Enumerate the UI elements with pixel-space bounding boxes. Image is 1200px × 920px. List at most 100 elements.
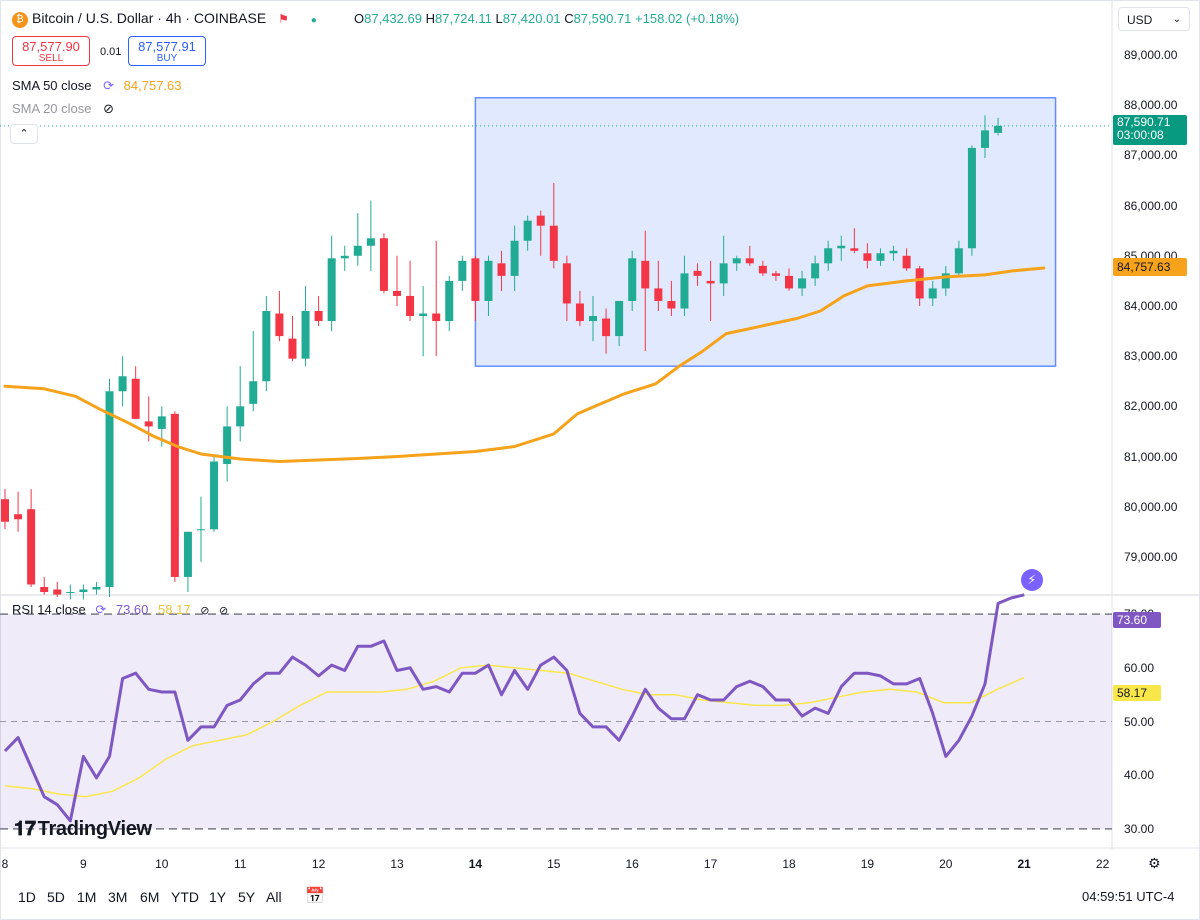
sell-price: 87,577.90	[22, 39, 80, 54]
candle-body	[170, 413, 179, 577]
candle-body	[954, 248, 963, 274]
price-axis-label: 84,000.00	[1124, 298, 1178, 313]
price-axis-label: 79,000.00	[1124, 549, 1178, 564]
candle-body	[183, 531, 192, 577]
currency-select[interactable]: USD ⌄	[1118, 7, 1190, 31]
collapse-legend-button[interactable]: ⌃	[10, 124, 38, 144]
candle-body	[105, 391, 114, 587]
candle-body	[236, 406, 245, 427]
timeframe-button[interactable]: 1Y	[209, 889, 227, 905]
timeframe-button[interactable]: 1D	[18, 889, 36, 905]
range-box[interactable]	[474, 96, 1057, 367]
timeframe-button[interactable]: 3M	[108, 889, 128, 905]
candle-body	[850, 248, 859, 251]
candle-body	[706, 280, 715, 284]
candle-body	[615, 300, 624, 337]
candle-body	[366, 238, 375, 246]
rsi-axis-label: 60.00	[1124, 660, 1155, 675]
candle-body	[693, 270, 702, 276]
candle-body	[131, 378, 140, 419]
candle-body	[40, 586, 49, 592]
candle-body	[824, 248, 833, 264]
hidden-eye-icon[interactable]: ⊘	[200, 605, 210, 617]
rsi-label: RSI 14 close	[12, 602, 86, 617]
candle-body	[223, 426, 232, 465]
sync-icon[interactable]: ⟳	[95, 602, 107, 617]
sell-label: SELL	[38, 53, 64, 64]
timeframe-button[interactable]: All	[266, 889, 282, 905]
rsi-legend[interactable]: RSI 14 close ⟳ 73.60 58.17 ⊘ ⊘	[12, 602, 228, 618]
candle-body	[157, 416, 166, 429]
timeframe-button[interactable]: YTD	[171, 889, 199, 905]
open-value: 87,432.69	[364, 11, 422, 26]
candle-body	[641, 260, 650, 289]
settings-gear-icon[interactable]: ⚙	[1148, 855, 1161, 871]
candles	[1, 115, 1003, 600]
sync-icon[interactable]: ⟳	[103, 78, 115, 93]
rsi-ma-value: 58.17	[158, 602, 191, 617]
time-axis-label: 15	[547, 857, 561, 871]
time-axis-label: 16	[625, 857, 639, 871]
candle-body	[510, 240, 519, 276]
time-axis-label: 14	[468, 857, 483, 871]
sma-50-line	[3, 266, 1046, 463]
high-label: H	[425, 11, 435, 26]
timeframe-button[interactable]: 5Y	[238, 889, 256, 905]
candle-body	[798, 278, 807, 289]
symbol-title[interactable]: ₿ Bitcoin / U.S. Dollar · 4h · COINBASE ⚑…	[12, 10, 317, 28]
flag-icon[interactable]: ⚑	[278, 12, 289, 26]
currency-value: USD	[1127, 13, 1153, 27]
candle-body	[14, 514, 23, 520]
candle-body	[301, 311, 310, 359]
sma50-legend[interactable]: SMA 50 close ⟳ 84,757.63	[12, 78, 182, 94]
open-label: O	[354, 11, 365, 26]
rsi-value-tag: 73.60	[1113, 612, 1161, 628]
time-axis-label: 20	[939, 857, 953, 871]
time-axis-label: 12	[311, 857, 326, 871]
timeframe-button[interactable]: 5D	[47, 889, 65, 905]
price-axis-label: 88,000.00	[1124, 98, 1178, 113]
candle-body	[981, 130, 989, 148]
candle-body	[536, 215, 545, 226]
lightning-icon[interactable]: ⚡	[1021, 569, 1043, 591]
symbol-title-text: Bitcoin / U.S. Dollar · 4h · COINBASE	[32, 10, 267, 26]
logo-text: TradingView	[37, 818, 152, 840]
candle-body	[497, 263, 506, 276]
candle-body	[314, 311, 323, 322]
hidden-eye-icon[interactable]: ⊘	[103, 101, 115, 116]
time-axis-label: 18	[782, 857, 796, 871]
grid	[0, 0, 1200, 850]
time-axis-label: 22	[1095, 857, 1110, 871]
candle-body	[771, 273, 780, 276]
time-axis-label: 9	[80, 857, 87, 871]
rsi-ma-value-tag: 58.17	[1113, 685, 1161, 701]
rsi-lines	[3, 593, 1025, 823]
rsi-ma-polyline	[4, 664, 1025, 798]
candle-body	[53, 589, 62, 595]
tradingview-logo-icon: 𝟏𝟕	[14, 818, 36, 840]
low-label: L	[495, 11, 503, 26]
candle-body	[654, 288, 663, 301]
sell-button[interactable]: 87,577.90 SELL	[12, 36, 90, 66]
candle-body	[758, 265, 767, 274]
sma20-legend[interactable]: SMA 20 close ⊘	[12, 101, 114, 117]
calendar-icon[interactable]: 📅	[305, 888, 325, 905]
low-value: 87,420.01	[502, 11, 561, 26]
candle-body	[628, 258, 637, 301]
timeframe-button[interactable]: 6M	[140, 889, 160, 905]
price-axis-label: 81,000.00	[1124, 449, 1178, 464]
sma20-label: SMA 20 close	[12, 101, 92, 116]
candle-body	[575, 303, 584, 322]
candle-body	[262, 311, 271, 382]
candle-body	[288, 338, 297, 359]
candle-body	[680, 273, 689, 309]
buy-button[interactable]: 87,577.91 BUY	[128, 36, 206, 66]
candle-body	[406, 295, 415, 317]
last-price-tag: 87,590.71 03:00:08	[1113, 115, 1187, 145]
candle-body	[79, 589, 88, 592]
timeframe-button[interactable]: 1M	[77, 889, 97, 905]
hidden-eye-icon[interactable]: ⊘	[219, 605, 229, 617]
candle-body	[445, 280, 454, 322]
rsi-background	[0, 613, 1112, 830]
